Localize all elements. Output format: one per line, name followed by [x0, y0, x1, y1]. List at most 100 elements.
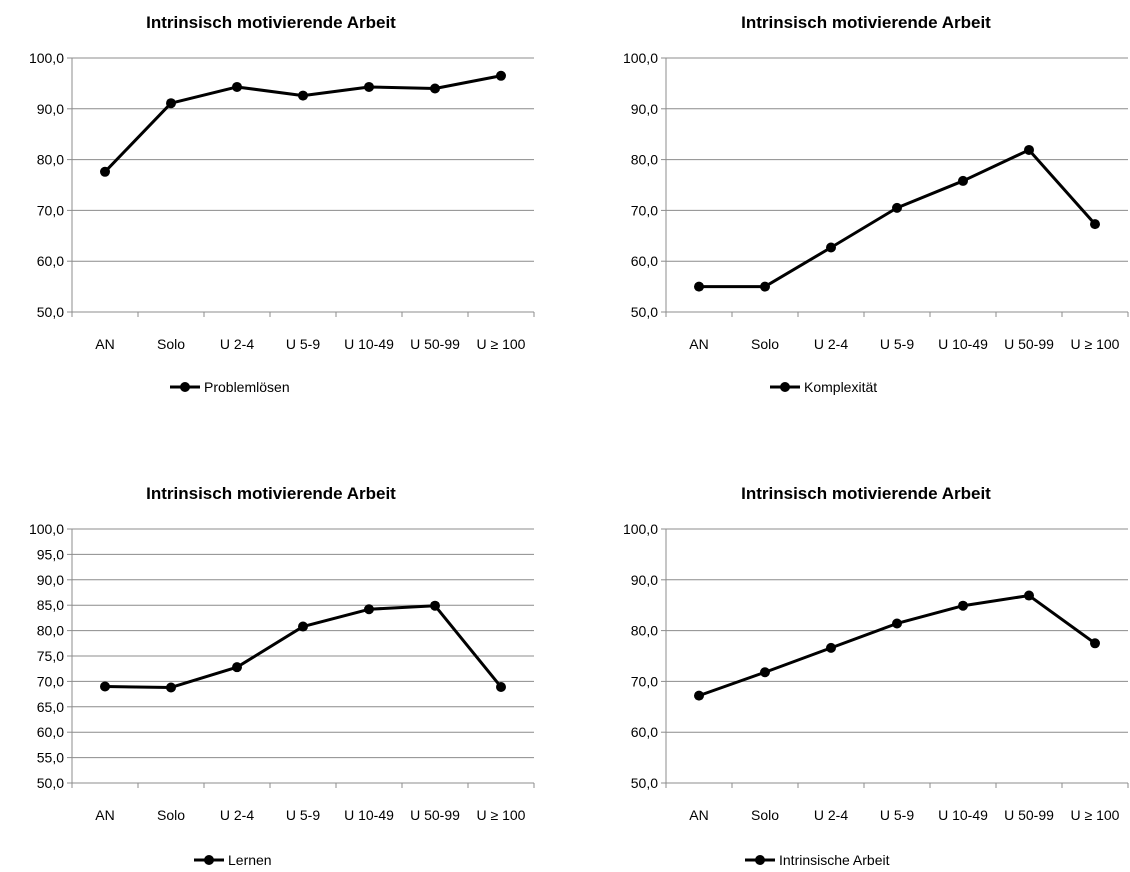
legend-label: Komplexität [804, 379, 877, 395]
x-tick-label: U 5-9 [880, 807, 914, 823]
y-tick-label: 70,0 [631, 673, 658, 689]
data-point [496, 681, 506, 692]
series-line [699, 148, 1097, 289]
chart-panel-3: Intrinsisch motivierende Arbeit 50,0 55,0 6… [29, 484, 535, 868]
legend-marker-icon [755, 855, 765, 865]
legend-marker-icon [204, 855, 214, 865]
chart-panel-1: Intrinsisch motivierende Arbeit 50,0 60,0 7… [29, 13, 535, 395]
data-point [1024, 144, 1034, 155]
chart-title: Intrinsisch motivierende Arbeit [146, 484, 396, 503]
y-tick-label: 90,0 [37, 572, 64, 588]
legend: Komplexität [770, 379, 877, 395]
data-point [958, 600, 968, 611]
chart-panel-2: Intrinsisch motivierende Arbeit 50,0 60,0 7… [623, 13, 1129, 395]
data-point [364, 81, 374, 92]
y-tick-label: 70,0 [631, 202, 658, 218]
x-tick-label: U 50-99 [1004, 336, 1054, 352]
data-point [1090, 638, 1100, 649]
data-point [100, 166, 110, 177]
data-point [298, 90, 308, 101]
y-tick-label: 60,0 [631, 253, 658, 269]
x-tick-label: Solo [751, 807, 779, 823]
x-tick-label: U 2-4 [814, 336, 848, 352]
y-tick-label: 80,0 [631, 152, 658, 168]
x-tick-label: U 50-99 [1004, 807, 1054, 823]
x-tick-label: AN [95, 807, 114, 823]
data-point [760, 281, 770, 292]
data-point [892, 618, 902, 629]
y-tick-label: 50,0 [37, 775, 64, 791]
legend-marker-icon [780, 382, 790, 392]
legend: Problemlösen [170, 379, 290, 395]
y-tick-label: 100,0 [623, 50, 658, 66]
y-tick-label: 60,0 [37, 253, 64, 269]
x-tick-label: Solo [751, 336, 779, 352]
data-point [298, 621, 308, 632]
data-point [430, 83, 440, 94]
data-point [892, 202, 902, 213]
data-point [232, 662, 242, 673]
y-tick-label: 100,0 [29, 521, 64, 537]
x-tick-label: U 50-99 [410, 807, 460, 823]
x-tick-label: U 2-4 [814, 807, 848, 823]
data-point [166, 98, 176, 109]
y-tick-label: 65,0 [37, 699, 64, 715]
x-tick-label: U 10-49 [344, 807, 394, 823]
y-tick-label: 50,0 [37, 304, 64, 320]
x-tick-label: U 2-4 [220, 807, 254, 823]
x-tick-label: AN [95, 336, 114, 352]
chart-title: Intrinsisch motivierende Arbeit [741, 13, 991, 32]
y-tick-label: 60,0 [631, 724, 658, 740]
legend-label: Intrinsische Arbeit [779, 852, 890, 868]
y-tick-label: 85,0 [37, 597, 64, 613]
data-point [760, 667, 770, 678]
data-point [496, 70, 506, 81]
y-tick-label: 75,0 [37, 648, 64, 664]
data-point [100, 681, 110, 692]
y-tick-label: 100,0 [623, 521, 658, 537]
data-point [826, 642, 836, 653]
x-tick-label: AN [689, 807, 708, 823]
y-tick-label: 55,0 [37, 750, 64, 766]
y-tick-label: 95,0 [37, 546, 64, 562]
x-tick-label: U 10-49 [344, 336, 394, 352]
y-tick-label: 50,0 [631, 304, 658, 320]
data-point [694, 690, 704, 701]
data-point [430, 600, 440, 611]
data-point [1024, 590, 1034, 601]
y-tick-label: 70,0 [37, 673, 64, 689]
y-tick-label: 90,0 [37, 101, 64, 117]
y-tick-label: 60,0 [37, 724, 64, 740]
data-point [364, 604, 374, 615]
chart-panel-4: Intrinsisch motivierende Arbeit 50,0 60,0 7… [623, 484, 1129, 868]
x-tick-label: U 10-49 [938, 336, 988, 352]
series-line [104, 604, 503, 689]
x-tick-label: U 10-49 [938, 807, 988, 823]
x-tick-label: AN [689, 336, 708, 352]
y-tick-label: 90,0 [631, 572, 658, 588]
y-tick-label: 90,0 [631, 101, 658, 117]
data-point [1090, 219, 1100, 230]
data-point [826, 242, 836, 253]
y-tick-label: 80,0 [37, 152, 64, 168]
x-tick-label: U ≥ 100 [477, 336, 526, 352]
x-tick-label: U 5-9 [286, 807, 320, 823]
x-tick-label: U ≥ 100 [477, 807, 526, 823]
data-point [958, 175, 968, 186]
data-point [232, 81, 242, 92]
y-tick-label: 100,0 [29, 50, 64, 66]
x-tick-label: U 50-99 [410, 336, 460, 352]
y-tick-label: 50,0 [631, 775, 658, 791]
y-tick-label: 80,0 [37, 623, 64, 639]
chart-title: Intrinsisch motivierende Arbeit [146, 13, 396, 32]
x-tick-label: U 2-4 [220, 336, 254, 352]
legend-marker-icon [180, 382, 190, 392]
data-point [166, 682, 176, 693]
legend-label: Problemlösen [204, 379, 290, 395]
y-tick-label: 70,0 [37, 202, 64, 218]
series-line [103, 74, 502, 173]
legend: Intrinsische Arbeit [745, 852, 890, 868]
data-point [694, 281, 704, 292]
x-tick-label: Solo [157, 336, 185, 352]
